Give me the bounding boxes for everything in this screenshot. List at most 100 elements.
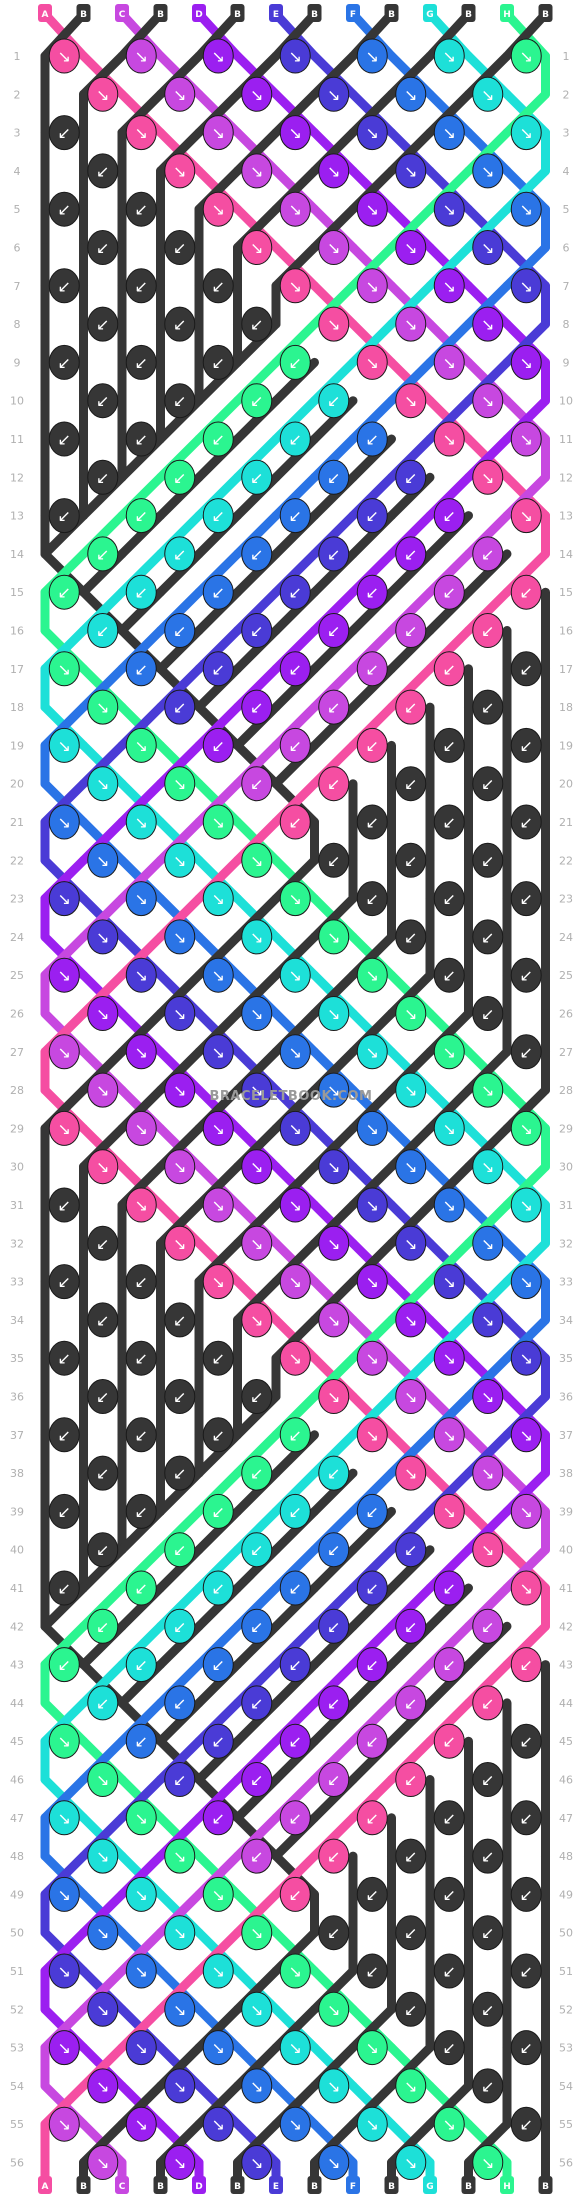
- knot[interactable]: ↙: [202, 1647, 234, 1683]
- knot[interactable]: ↙: [472, 2068, 504, 2104]
- knot[interactable]: ↘: [48, 38, 80, 74]
- knot[interactable]: ↙: [241, 689, 273, 725]
- knot[interactable]: ↘: [279, 1110, 311, 1146]
- knot[interactable]: ↘: [87, 76, 119, 112]
- knot[interactable]: ↙: [395, 536, 427, 572]
- knot[interactable]: ↙: [433, 727, 465, 763]
- knot[interactable]: ↘: [241, 842, 273, 878]
- knot[interactable]: ↘: [395, 230, 427, 265]
- knot[interactable]: ↙: [125, 268, 157, 304]
- knot[interactable]: ↘: [279, 268, 311, 304]
- knot[interactable]: ↙: [395, 689, 427, 725]
- knot[interactable]: ↘: [433, 1034, 465, 1070]
- knot[interactable]: ↙: [164, 1685, 196, 1721]
- knot[interactable]: ↘: [510, 421, 542, 457]
- knot[interactable]: ↙: [241, 536, 273, 572]
- knot[interactable]: ↙: [318, 766, 350, 802]
- knot[interactable]: ↙: [279, 1417, 311, 1453]
- knot[interactable]: ↙: [164, 383, 196, 419]
- knot[interactable]: ↘: [395, 153, 427, 189]
- knot[interactable]: ↘: [356, 38, 388, 74]
- knot[interactable]: ↙: [87, 230, 119, 265]
- knot[interactable]: ↙: [356, 651, 388, 687]
- knot[interactable]: ↘: [433, 1110, 465, 1146]
- knot[interactable]: ↘: [356, 1264, 388, 1300]
- knot[interactable]: ↙: [510, 1876, 542, 1912]
- knot[interactable]: ↘: [241, 1302, 273, 1338]
- knot[interactable]: ↘: [433, 2106, 465, 2142]
- knot[interactable]: ↙: [164, 459, 196, 495]
- knot[interactable]: ↙: [202, 421, 234, 457]
- knot[interactable]: ↙: [125, 344, 157, 380]
- knot[interactable]: ↙: [87, 153, 119, 189]
- knot[interactable]: ↘: [164, 1838, 196, 1874]
- knot[interactable]: ↘: [87, 1991, 119, 2027]
- knot[interactable]: ↘: [433, 344, 465, 380]
- knot[interactable]: ↘: [241, 996, 273, 1031]
- knot[interactable]: ↘: [318, 1149, 350, 1185]
- knot[interactable]: ↙: [125, 1340, 157, 1376]
- knot[interactable]: ↘: [279, 2030, 311, 2066]
- knot[interactable]: ↘: [87, 766, 119, 802]
- knot[interactable]: ↘: [87, 842, 119, 878]
- knot[interactable]: ↙: [433, 957, 465, 993]
- knot[interactable]: ↙: [279, 344, 311, 380]
- knot[interactable]: ↙: [510, 2106, 542, 2142]
- knot[interactable]: ↘: [202, 1110, 234, 1146]
- knot[interactable]: ↘: [318, 153, 350, 189]
- knot[interactable]: ↘: [241, 1149, 273, 1185]
- knot[interactable]: ↘: [87, 1762, 119, 1797]
- knot[interactable]: ↘: [433, 191, 465, 227]
- knot[interactable]: ↘: [356, 344, 388, 380]
- knot[interactable]: ↙: [87, 536, 119, 572]
- knot[interactable]: ↘: [48, 2030, 80, 2066]
- knot[interactable]: ↘: [279, 1953, 311, 1989]
- knot[interactable]: ↙: [510, 651, 542, 687]
- knot[interactable]: ↘: [433, 1417, 465, 1453]
- knot[interactable]: ↙: [202, 1493, 234, 1529]
- knot[interactable]: ↙: [241, 613, 273, 648]
- knot[interactable]: ↙: [241, 766, 273, 802]
- knot[interactable]: ↙: [87, 1302, 119, 1338]
- knot[interactable]: ↙: [279, 651, 311, 687]
- knot[interactable]: ↙: [510, 957, 542, 993]
- knot[interactable]: ↙: [472, 1838, 504, 1874]
- knot[interactable]: ↘: [202, 115, 234, 151]
- knot[interactable]: ↙: [356, 1493, 388, 1529]
- knot[interactable]: ↙: [241, 1608, 273, 1644]
- knot[interactable]: ↘: [87, 2145, 119, 2180]
- knot[interactable]: ↘: [241, 1915, 273, 1951]
- knot[interactable]: ↙: [279, 1723, 311, 1759]
- knot[interactable]: ↙: [395, 1762, 427, 1797]
- knot[interactable]: ↘: [510, 1417, 542, 1453]
- knot[interactable]: ↙: [279, 1647, 311, 1683]
- knot[interactable]: ↘: [87, 1072, 119, 1108]
- knot[interactable]: ↘: [510, 1110, 542, 1146]
- knot[interactable]: ↘: [241, 2068, 273, 2104]
- knot[interactable]: ↘: [164, 1225, 196, 1261]
- knot[interactable]: ↘: [395, 76, 427, 112]
- knot[interactable]: ↙: [48, 574, 80, 610]
- knot[interactable]: ↙: [356, 574, 388, 610]
- knot[interactable]: ↘: [87, 689, 119, 725]
- knot[interactable]: ↙: [472, 996, 504, 1031]
- knot[interactable]: ↘: [279, 38, 311, 74]
- knot[interactable]: ↘: [125, 115, 157, 151]
- knot[interactable]: ↙: [510, 574, 542, 610]
- knot[interactable]: ↙: [241, 1838, 273, 1874]
- knot[interactable]: ↘: [164, 1149, 196, 1185]
- knot[interactable]: ↘: [395, 1072, 427, 1108]
- knot[interactable]: ↙: [318, 1608, 350, 1644]
- knot[interactable]: ↘: [164, 766, 196, 802]
- knot[interactable]: ↙: [510, 2030, 542, 2066]
- knot[interactable]: ↙: [202, 1570, 234, 1606]
- knot[interactable]: ↙: [510, 1800, 542, 1836]
- knot[interactable]: ↙: [318, 1915, 350, 1951]
- knot[interactable]: ↙: [164, 230, 196, 265]
- knot[interactable]: ↙: [318, 536, 350, 572]
- knot[interactable]: ↙: [510, 1034, 542, 1070]
- knot[interactable]: ↘: [241, 76, 273, 112]
- knot[interactable]: ↘: [164, 76, 196, 112]
- knot[interactable]: ↘: [472, 230, 504, 265]
- knot[interactable]: ↙: [164, 1302, 196, 1338]
